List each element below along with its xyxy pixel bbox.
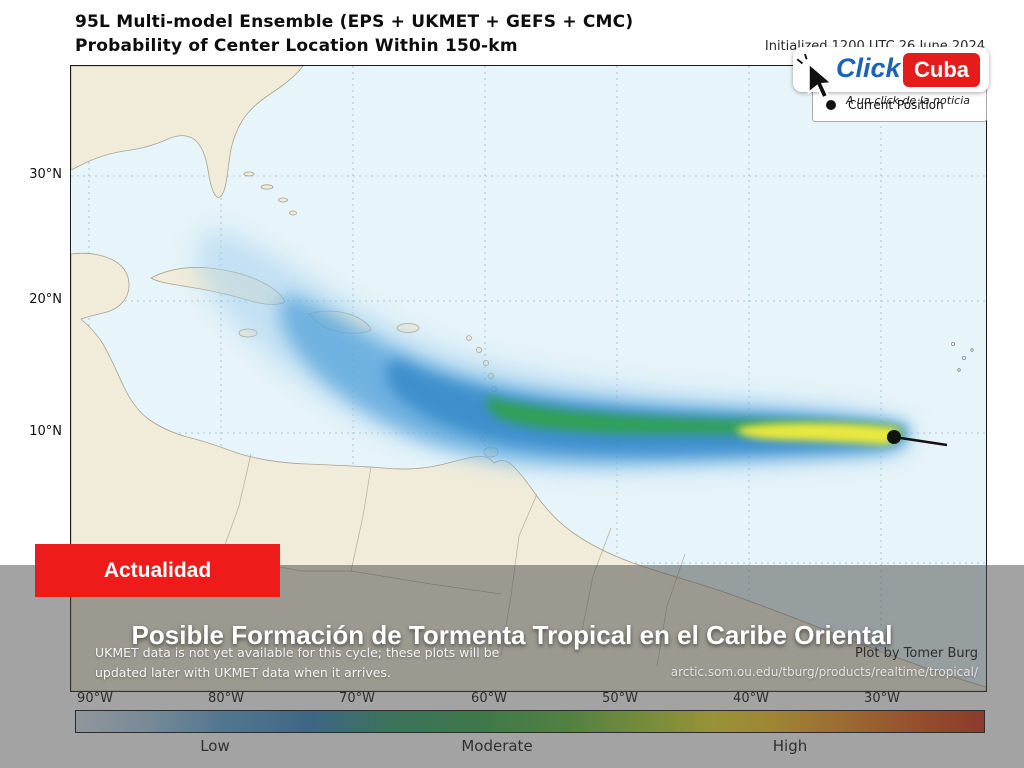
ukmet-note-line2: updated later with UKMET data when it ar… (95, 665, 391, 680)
observed-track-line (893, 435, 948, 447)
news-overlay-band (0, 565, 1024, 768)
plot-title-line2: Probability of Center Location Within 15… (75, 36, 518, 56)
logo-tagline: A un click de la noticia (846, 94, 970, 107)
plot-title-line1: 95L Multi-model Ensemble (EPS + UKMET + … (75, 12, 634, 32)
lat-label-10n: 10°N (29, 424, 62, 439)
bahamas-islands (243, 171, 297, 216)
logo-cuba-box: Cuba (903, 53, 980, 87)
plot-credit: Plot by Tomer Burg (854, 646, 978, 661)
ukmet-note: UKMET data is not yet available for this… (95, 643, 655, 683)
plot-url: arctic.som.ou.edu/tburg/products/realtim… (670, 665, 978, 679)
probability-plume-core (736, 422, 899, 445)
actualidad-badge: Actualidad (35, 544, 280, 597)
logo-click-text: Click (836, 53, 901, 83)
current-position-symbol (826, 100, 836, 110)
cape-verde-islands (951, 341, 974, 372)
legend-current-position-label: Current Position (848, 98, 944, 112)
lat-label-20n: 20°N (29, 292, 62, 307)
ukmet-note-line1: UKMET data is not yet available for this… (95, 645, 500, 660)
news-headline: Posible Formación de Tormenta Tropical e… (131, 620, 893, 650)
current-position-dot (887, 430, 901, 444)
land-north-america (71, 66, 304, 198)
cursor-arrow-icon (796, 53, 835, 99)
lat-label-30n: 30°N (29, 167, 62, 182)
